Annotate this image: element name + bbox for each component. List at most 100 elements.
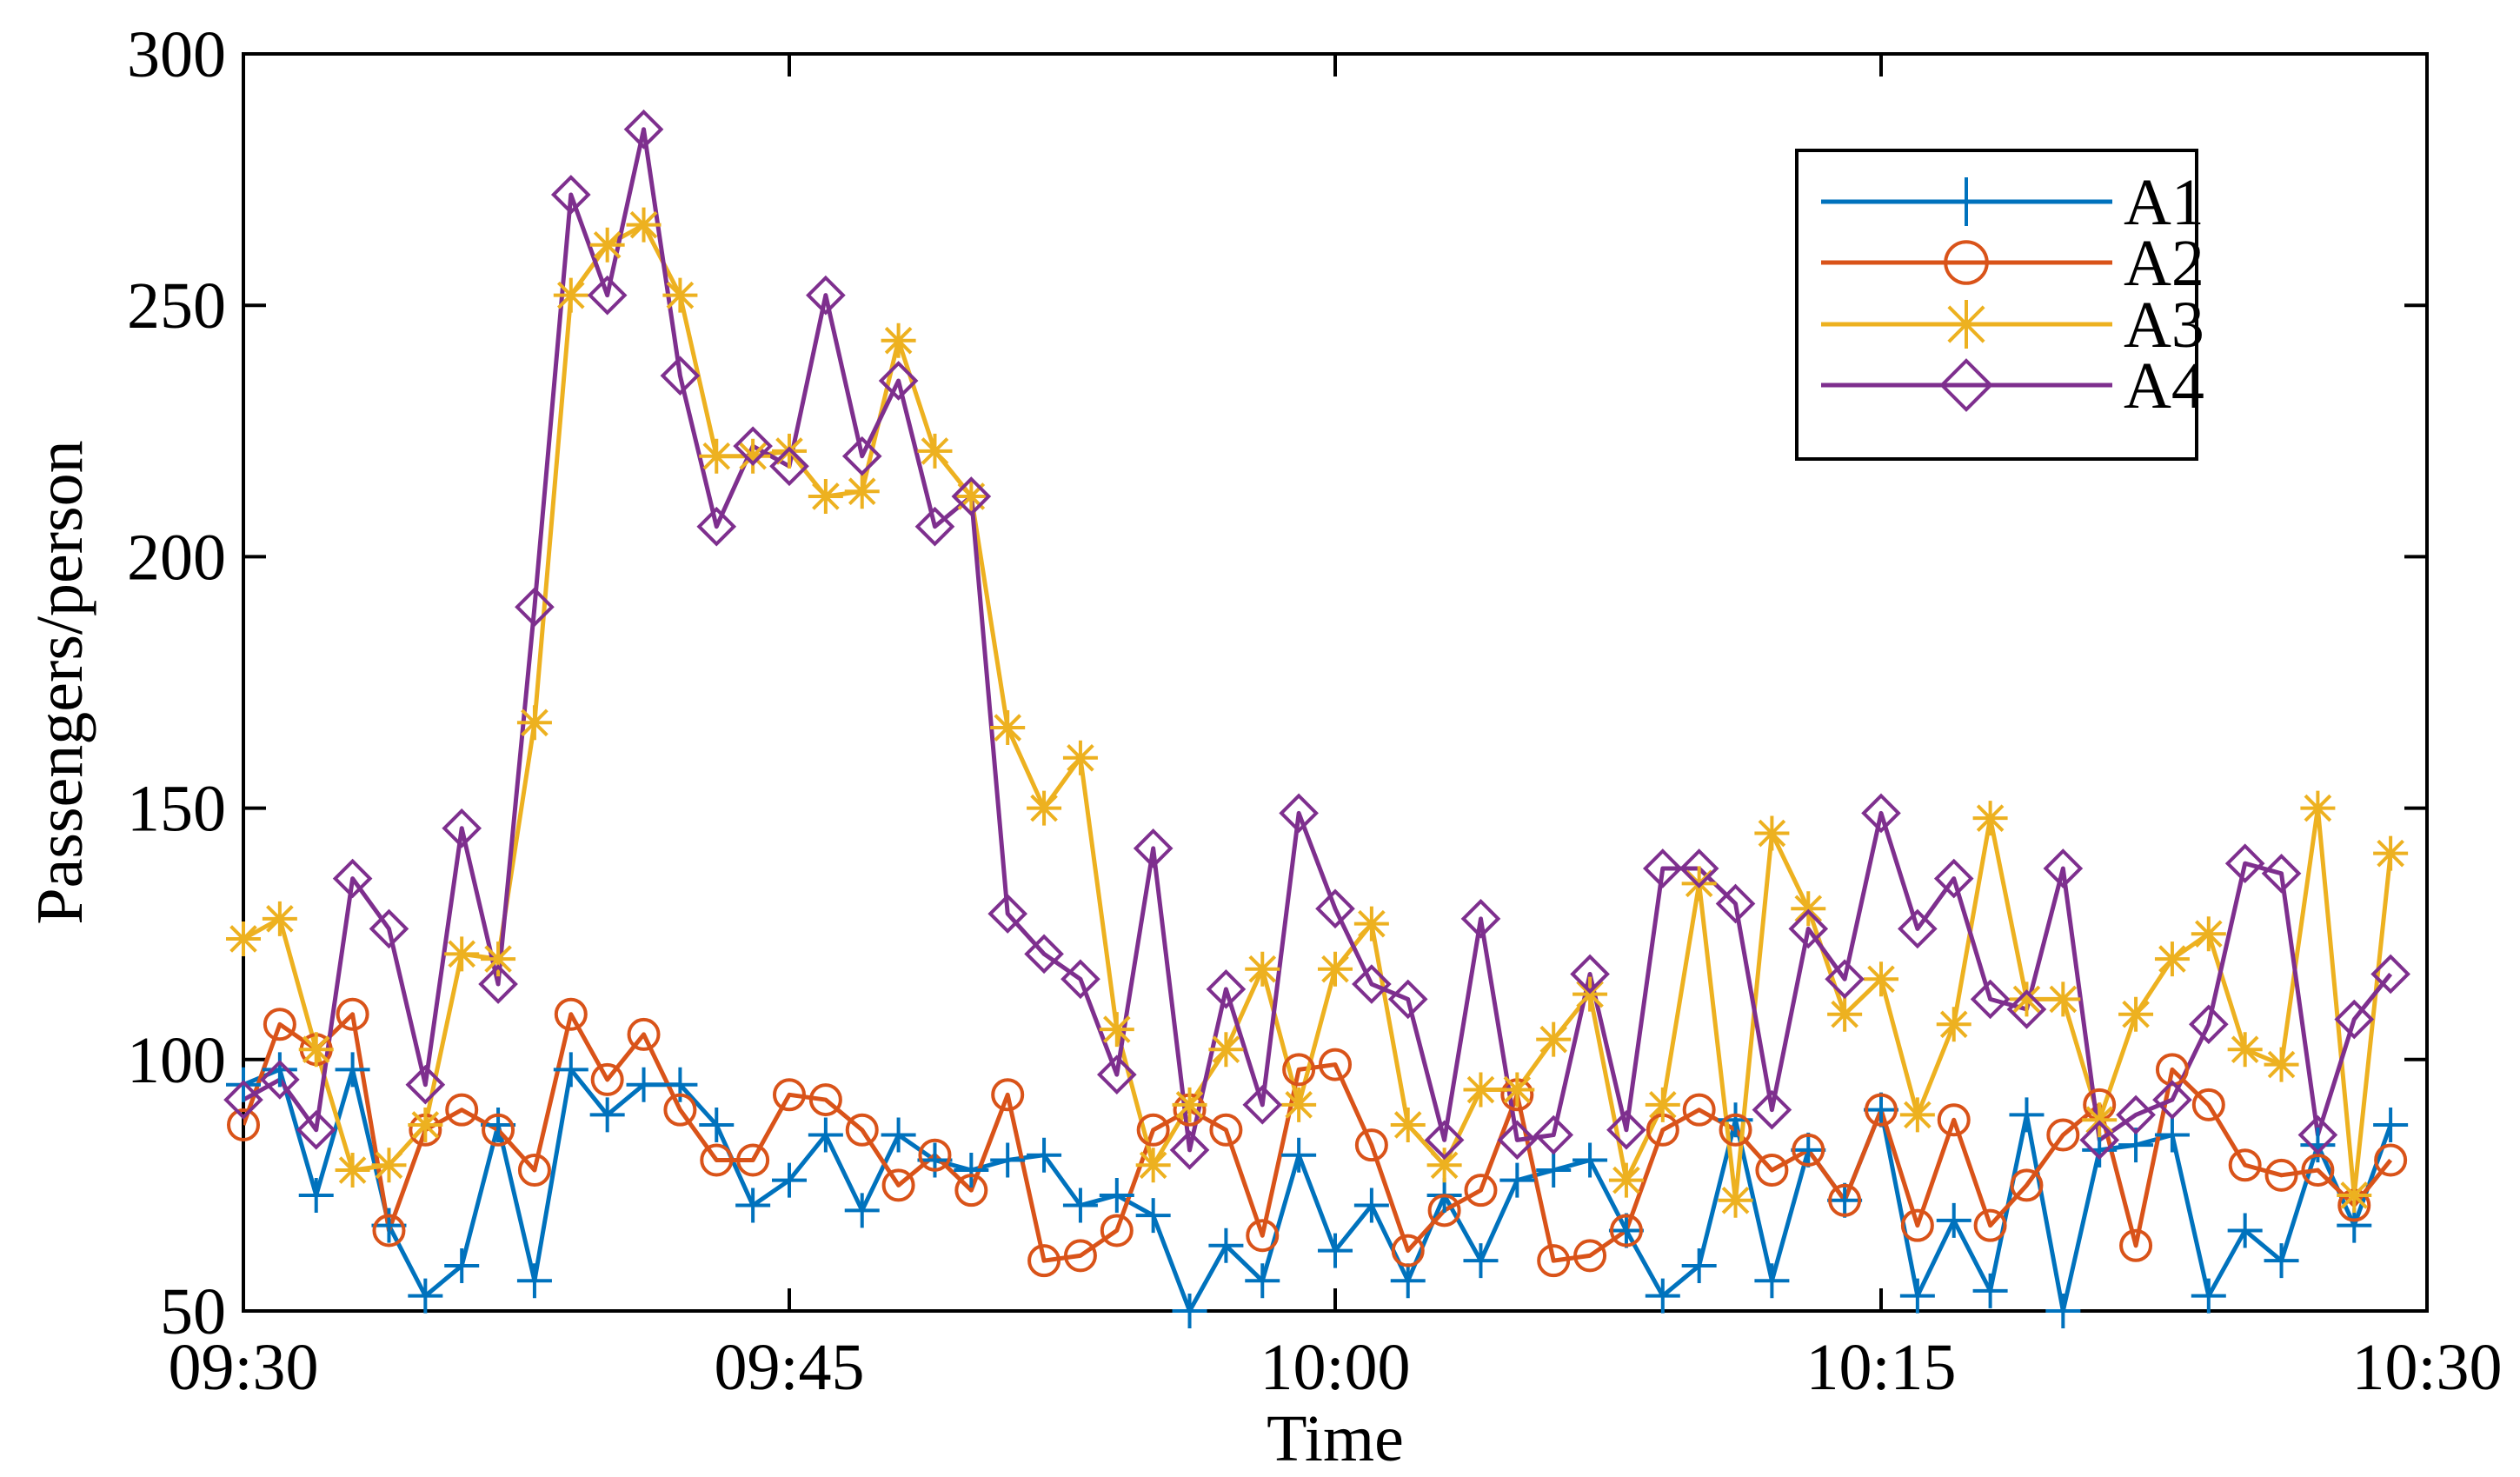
series-line-a1	[243, 1067, 2393, 1311]
legend-label-a1: A1	[2124, 166, 2204, 239]
legend-marker-a3	[1942, 300, 1991, 349]
data-point-a2	[736, 1143, 770, 1177]
data-point-a3	[481, 941, 516, 977]
data-point-a3	[1573, 976, 1608, 1012]
data-point-a2	[845, 1113, 879, 1147]
data-point-a2	[1246, 1219, 1280, 1253]
data-point-a4	[1387, 979, 1428, 1020]
data-point-a1	[1972, 1273, 2008, 1308]
data-point-a4	[1424, 1120, 1465, 1161]
data-point-a1	[2009, 1097, 2045, 1133]
data-point-a1	[626, 1067, 662, 1102]
data-point-a3	[844, 474, 880, 509]
data-point-a3	[1754, 815, 1790, 851]
data-point-a4	[2334, 999, 2375, 1040]
data-point-a4	[369, 908, 409, 949]
data-point-a1	[1099, 1177, 1134, 1213]
data-point-a1	[1172, 1294, 1207, 1328]
data-point-a3	[371, 1148, 407, 1183]
data-point-a4	[260, 1060, 300, 1100]
data-point-a1	[1390, 1263, 1426, 1299]
data-point-a3	[1135, 1148, 1171, 1183]
data-point-a3	[2191, 916, 2226, 952]
data-point-a2	[1063, 1239, 1097, 1273]
data-point-a2	[2228, 1148, 2262, 1182]
data-point-a4	[442, 808, 482, 848]
data-point-a4	[1352, 964, 1392, 1004]
data-point-a1	[481, 1107, 516, 1142]
data-point-a1	[444, 1247, 480, 1283]
data-point-a1	[881, 1117, 916, 1153]
data-point-a4	[1279, 793, 1319, 834]
data-point-a4	[1861, 793, 1901, 834]
series-line-a4	[243, 127, 2393, 1153]
data-point-a2	[1865, 1093, 1898, 1127]
data-point-a4	[1715, 883, 1756, 924]
data-point-a3	[1318, 951, 1353, 987]
data-point-a3	[444, 936, 480, 972]
x-tick-label: 10:30	[2351, 1331, 2502, 1404]
data-point-a1	[335, 1052, 370, 1088]
x-tick-label: 10:00	[1260, 1331, 1410, 1404]
data-point-a2	[1464, 1174, 1498, 1208]
data-point-a4	[1606, 1109, 1646, 1150]
data-point-a3	[408, 1107, 443, 1142]
x-axis-label: Time	[1267, 1402, 1404, 1475]
data-point-a1	[2264, 1243, 2299, 1279]
data-point-a3	[2009, 981, 2045, 1017]
y-tick-label: 150	[127, 773, 226, 846]
data-point-a2	[1391, 1234, 1425, 1267]
data-point-a4	[1206, 968, 1247, 1009]
data-point-a3	[589, 227, 625, 263]
data-point-a1	[1245, 1263, 1280, 1299]
data-point-a2	[554, 997, 588, 1031]
data-point-a3	[1281, 1087, 1317, 1122]
data-point-a2	[700, 1143, 734, 1177]
data-point-a2	[808, 1083, 842, 1117]
data-point-a3	[1536, 1021, 1572, 1057]
data-point-a3	[1245, 951, 1280, 987]
data-point-a4	[623, 109, 664, 150]
data-point-a4	[2043, 848, 2084, 888]
data-point-a2	[1136, 1113, 1170, 1147]
data-point-a2	[1427, 1194, 1461, 1228]
data-point-a1	[516, 1263, 552, 1299]
data-point-a3	[1027, 790, 1062, 826]
data-point-a4	[1061, 959, 1100, 1000]
data-point-a2	[2301, 1154, 2335, 1188]
data-point-a3	[2337, 1177, 2372, 1213]
data-point-a2	[881, 1168, 915, 1202]
data-point-a2	[1682, 1093, 1716, 1127]
data-point-a4	[1570, 954, 1610, 995]
data-point-a2	[1537, 1244, 1571, 1278]
data-point-a3	[553, 277, 588, 313]
data-point-a1	[1135, 1198, 1171, 1234]
data-point-a2	[954, 1174, 988, 1208]
data-point-a4	[2079, 1120, 2120, 1161]
data-point-a4	[769, 446, 809, 487]
data-point-a4	[2188, 1004, 2229, 1045]
data-point-a4	[1133, 828, 1174, 868]
data-point-a2	[2191, 1088, 2225, 1121]
data-point-a1	[1463, 1243, 1499, 1279]
data-point-a4	[696, 506, 737, 547]
data-point-a3	[2118, 996, 2154, 1032]
data-point-a3	[1864, 961, 1898, 997]
data-point-a3	[626, 207, 662, 243]
data-point-a2	[1755, 1154, 1789, 1188]
data-point-a4	[550, 175, 591, 215]
data-point-a4	[332, 858, 373, 899]
data-point-a1	[2154, 1117, 2190, 1153]
data-point-a3	[226, 921, 261, 956]
data-point-a2	[2119, 1228, 2153, 1262]
data-point-a3	[1827, 996, 1863, 1032]
legend-marker-a4	[1939, 358, 1993, 412]
data-point-a4	[2261, 853, 2302, 894]
data-point-a3	[1972, 801, 2008, 836]
data-point-a1	[1208, 1228, 1244, 1263]
data-point-a1	[772, 1162, 807, 1198]
data-point-a2	[1319, 1048, 1352, 1081]
y-axis-label: Passengers/person	[23, 440, 96, 924]
